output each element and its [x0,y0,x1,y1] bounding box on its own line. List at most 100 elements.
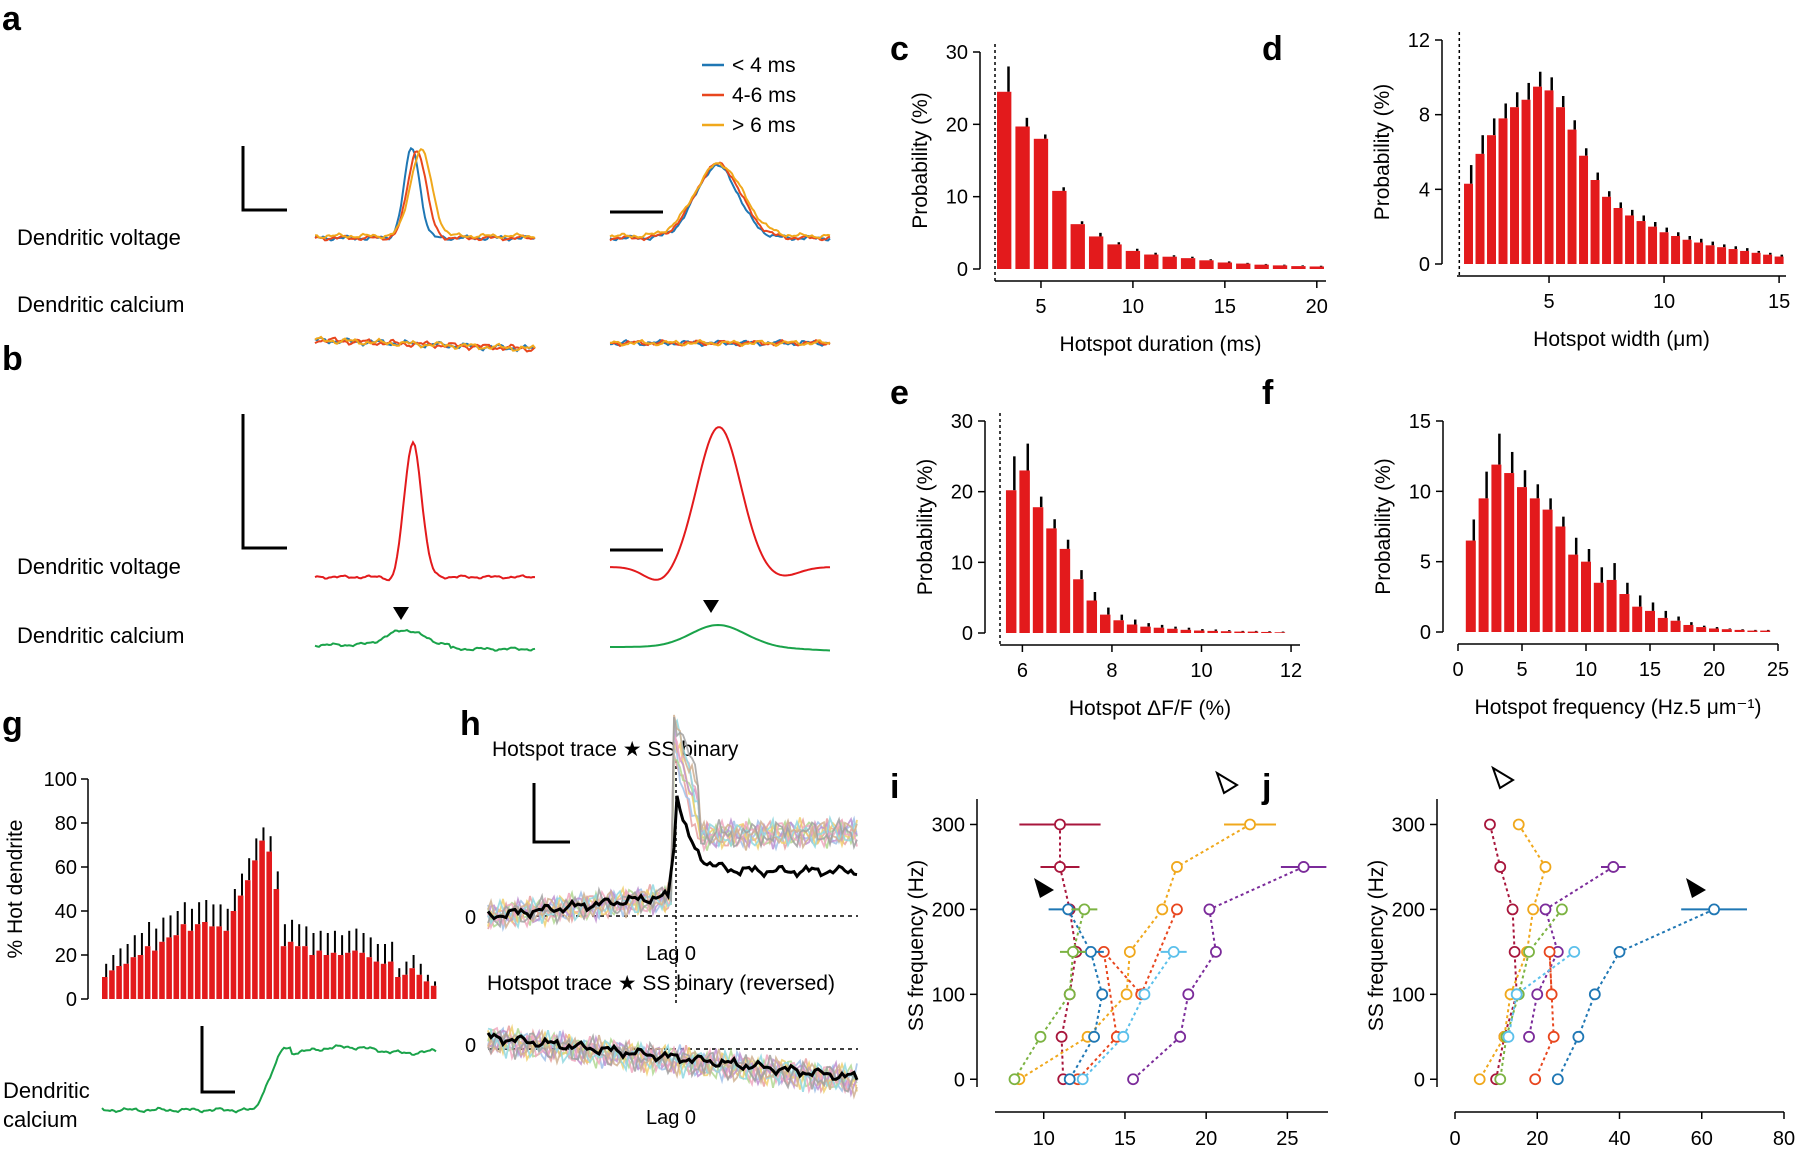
xtick-label-d-0: 5 [1543,291,1554,313]
bar-g-29 [309,955,315,999]
point-i-darkred-1 [1054,861,1066,873]
xtick-label-j-4: 80 [1773,1128,1795,1150]
bar-d-24 [1740,250,1750,264]
g-trace-label-2: calcium [3,1107,78,1132]
arrowhead-b-left [393,607,409,620]
bar-c-14 [1254,264,1269,269]
point-i-purple-3 [1182,988,1195,1001]
bar-g-10 [173,935,180,999]
bar-f-13 [1632,606,1643,632]
h-trace-bottom-6 [487,1027,858,1093]
xtick-label-j-2: 40 [1608,1128,1630,1150]
bar-g-46 [430,985,437,999]
point-i-blue-3 [1088,1030,1100,1043]
bar-f-5 [1529,498,1540,632]
bar-d-6 [1533,86,1543,265]
chart-g: 0 20 40 60 80 100 % Hot dendrite [4,769,437,1011]
bar-f-4 [1517,487,1527,632]
bar-e-8 [1113,620,1124,633]
bar-d-23 [1728,249,1738,264]
bar-f-10 [1593,582,1604,632]
point-i-darkred-5 [1055,1030,1068,1043]
xtick-label-e-2: 10 [1190,660,1212,682]
panel-b: Dendritic voltage Dendritic calcium [17,414,831,652]
series-i-red [1077,909,1178,1080]
point-i-blue-4 [1063,1073,1076,1086]
ytick-label-e-1: 10 [951,552,973,574]
point-j-red-3 [1529,1073,1542,1086]
bar-e-17 [1234,631,1245,633]
panel-label-h: h [460,705,481,743]
point-i-green-3 [1034,1030,1047,1043]
legend-text-1: 4-6 ms [732,84,796,107]
ytick-label-g-3: 60 [55,857,77,879]
bar-c-12 [1217,262,1233,269]
b-voltage-right [610,426,831,581]
point-j-blue-2 [1588,988,1601,1001]
bar-e-12 [1167,628,1178,633]
bar-c-1 [1015,126,1030,270]
point-i-green-1 [1067,945,1079,958]
arrowhead-i-open [1215,770,1239,795]
ytick-label-c-1: 10 [946,187,968,209]
bar-g-36 [359,952,365,999]
bar-e-15 [1207,630,1218,633]
point-i-purple-5 [1127,1073,1139,1086]
bar-g-3 [123,963,130,999]
bar-f-12 [1619,594,1630,632]
ytick-label-f-2: 10 [1409,481,1431,503]
point-j-cyan-1 [1510,988,1523,1001]
bar-d-0 [1464,183,1473,264]
bar-g-35 [352,950,358,999]
series-j-red [1534,951,1555,1080]
bar-f-18 [1696,627,1707,632]
bar-e-13 [1180,629,1192,633]
ytick-label-e-2: 20 [951,482,973,504]
point-j-cyan-0 [1568,945,1581,958]
xtick-label-f-4: 20 [1703,659,1725,681]
series-i-purple [1132,865,1305,1081]
xtick-label-d-1: 10 [1653,291,1675,313]
ytick-label-g-0: 0 [66,989,77,1011]
bar-e-7 [1099,614,1111,633]
legend-text-2: > 6 ms [732,114,796,137]
bar-f-7 [1555,526,1566,632]
point-i-cyan-2 [1117,1030,1130,1043]
point-j-cyan-2 [1502,1030,1515,1043]
bar-d-27 [1774,256,1784,264]
point-i-purple-0 [1297,861,1310,873]
bar-g-8 [159,941,165,999]
bar-e-4 [1059,548,1071,633]
xtick-label-j-0: 0 [1449,1128,1460,1150]
a-calcium-left-1 [314,336,536,353]
xtick-label-e-3: 12 [1280,660,1302,682]
xtick-label-j-3: 60 [1691,1128,1713,1150]
bar-d-11 [1590,180,1600,264]
xtick-label-j-1: 20 [1526,1128,1548,1150]
bar-g-5 [137,955,144,999]
point-i-yellow-1 [1171,861,1183,873]
bar-d-21 [1705,245,1715,264]
point-i-purple-1 [1203,903,1216,916]
bar-e-5 [1073,579,1084,633]
bar-g-15 [209,926,215,999]
point-i-green-4 [1008,1073,1021,1086]
ylabel-j: SS frequency (Hz) [1365,860,1388,1032]
bar-e-14 [1194,630,1205,633]
bar-g-45 [423,981,430,999]
bar-d-19 [1682,239,1692,264]
point-i-blue-2 [1096,988,1109,1001]
traces-h [486,714,859,1100]
legend-text-0: < 4 ms [732,54,796,77]
point-j-darkred-0 [1484,818,1496,831]
bar-e-3 [1046,528,1057,633]
bar-d-20 [1694,242,1704,264]
panel-label-c: c [890,30,909,68]
ytick-label-c-3: 30 [946,42,968,64]
bar-g-7 [152,950,158,999]
a-calcium-left-2 [314,335,536,352]
bar-g-18 [230,911,237,999]
scale-bar-h [532,783,570,844]
panel-a: < 4 ms 4-6 ms > 6 ms Dendritic voltage D… [17,54,831,353]
